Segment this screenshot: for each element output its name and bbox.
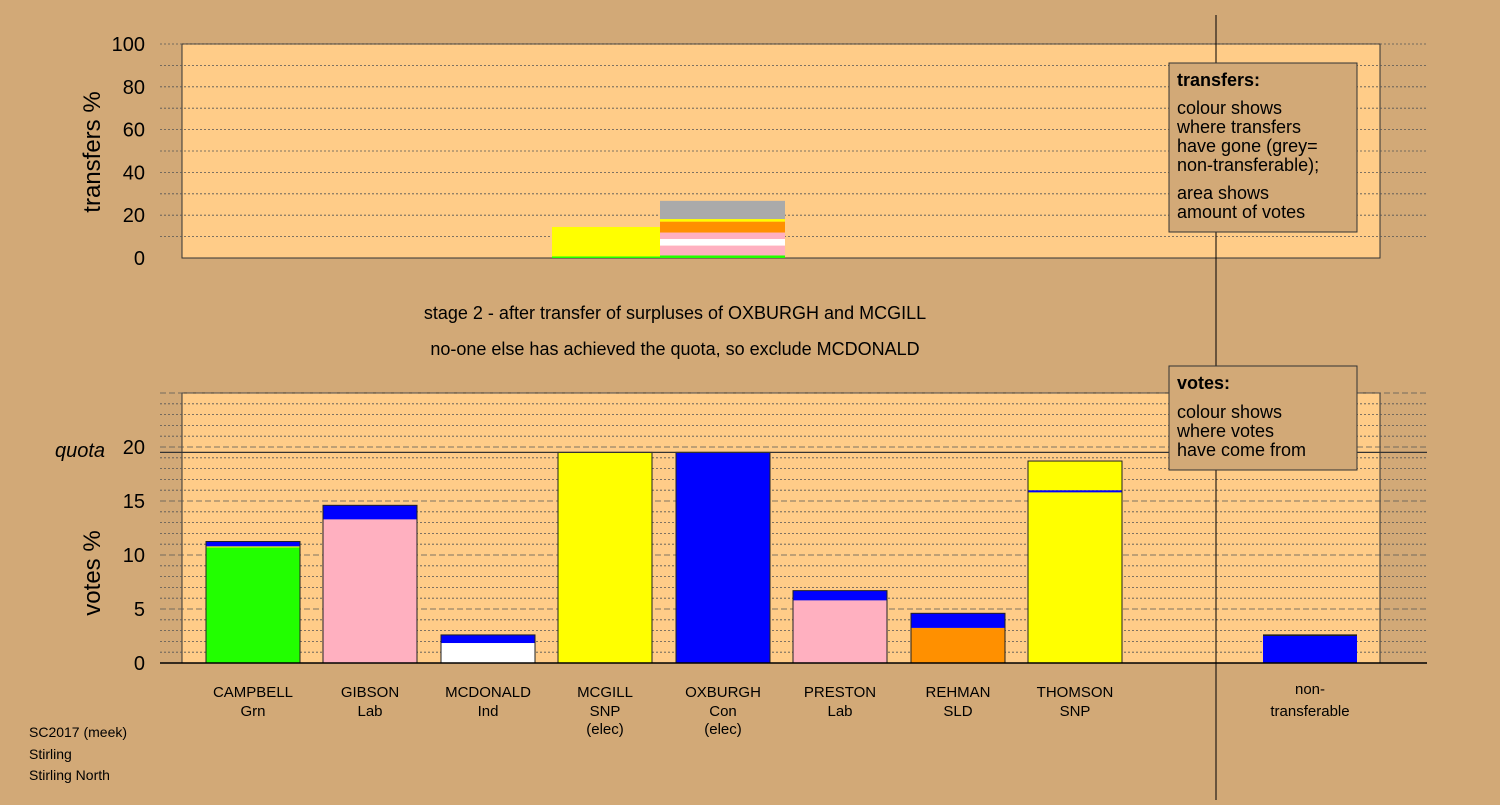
transfers-y-tick-label: 20 [123,205,145,227]
vote-segment-mcdonald [441,643,535,663]
footer-election: SC2017 (meek) [29,724,128,740]
stage-title: stage 2 - after transfer of surpluses of… [424,303,926,323]
votes-y-tick-label: 15 [123,491,145,513]
candidate-party-label: SNP [590,703,621,720]
quota-label: quota [55,440,105,462]
votes-legend-title: votes: [1177,373,1230,393]
footer: SC2017 (meek) Stirling Stirling North [29,722,127,787]
footer-ward: Stirling North [29,767,110,783]
transfer-segment-mcgill-to-campbell [552,256,660,258]
votes-legend: votes: colour shows where votes have com… [1168,365,1358,471]
candidate-status-label: (elec) [704,721,742,738]
nontransferable-label: non- [1295,681,1325,698]
stage-subtitle: no-one else has achieved the quota, so e… [430,339,919,359]
votes-y-tick-label: 20 [123,437,145,459]
transfers-legend-line: non-transferable); [1177,155,1319,175]
votes-y-tick-label: 5 [134,599,145,621]
candidate-name-label: REHMAN [925,684,990,701]
votes-y-tick-label: 0 [134,653,145,675]
vote-segment-thomson [1028,490,1122,493]
candidate-party-label: SLD [943,703,972,720]
vote-segment-campbell [206,546,300,548]
transfers-y-tick-label: 60 [123,120,145,142]
candidate-party-label: SNP [1060,703,1091,720]
transfers-y-tick-label: 100 [112,34,145,56]
transfers-legend-line: have gone (grey= [1177,136,1318,156]
transfers-legend-line: where transfers [1176,117,1301,137]
transfers-legend-line: colour shows [1177,98,1282,118]
votes-legend-line: have come from [1177,440,1306,460]
vote-segment-rehman [911,613,1005,628]
transfers-legend-line: area shows [1177,183,1269,203]
candidate-party-label: Ind [478,703,499,720]
candidate-name-label: OXBURGH [685,684,761,701]
candidate-name-label: GIBSON [341,684,399,701]
transfers-legend-line: amount of votes [1177,202,1305,222]
candidate-party-label: Grn [240,703,265,720]
vote-segment-campbell [206,541,300,547]
candidate-party-label: Con [709,703,737,720]
nontransferable-segment [1263,634,1357,636]
nontransferable-label: transferable [1270,703,1349,720]
transfer-segment-oxburgh-to-gibson [660,245,785,256]
transfers-y-tick-label: 40 [123,162,145,184]
transfers-legend-title: transfers: [1177,70,1260,90]
vote-segment-gibson [323,505,417,520]
transfer-segment-mcgill-to-thomson [552,226,660,257]
vote-segment-gibson [323,519,417,663]
vote-segment-mcdonald [441,634,535,644]
votes-chart: 0 5 10 15 20 CAMPBELL Grn GIBSON Lab MCDONALD Ind M… [123,392,1427,738]
footer-council: Stirling [29,745,72,762]
candidate-status-label: (elec) [586,721,624,738]
transfers-y-tick-label: 0 [134,248,145,270]
candidate-name-label: THOMSON [1037,684,1114,701]
vote-segment-preston [793,590,887,601]
transfer-segment-oxburgh-to-thomson [660,219,785,222]
vote-segment-preston [793,600,887,663]
transfer-segment-oxburgh-to-campbell [660,255,785,258]
votes-legend-line: where votes [1176,421,1274,441]
transfers-y-tick-label: 80 [123,77,145,99]
transfer-segment-oxburgh-to-non-transferable [660,200,785,220]
transfer-segment-oxburgh-to-preston [660,232,785,239]
vote-segment-rehman [911,627,1005,663]
votes-y-tick-label: 10 [123,545,145,567]
candidate-party-label: Lab [827,703,852,720]
vote-segment-thomson [1028,461,1122,491]
transfers-legend: transfers: colour shows where transfers … [1168,62,1358,233]
candidate-name-label: CAMPBELL [213,684,293,701]
vote-segment-mcgill [558,452,652,663]
candidate-name-label: MCGILL [577,684,633,701]
vote-segment-campbell [206,547,300,663]
nontransferable-segment [1263,636,1357,663]
candidate-party-label: Lab [357,703,382,720]
votes-y-axis-label: votes % [79,530,106,615]
vote-segment-oxburgh [676,452,770,663]
transfers-y-axis-label: transfers % [79,91,106,212]
transfer-segment-oxburgh-to-mcdonald [660,238,785,246]
candidate-name-label: MCDONALD [445,684,531,701]
transfer-segment-oxburgh-to-rehman [660,221,785,233]
candidate-name-label: PRESTON [804,684,876,701]
vote-segment-thomson [1028,492,1122,663]
votes-legend-line: colour shows [1177,402,1282,422]
